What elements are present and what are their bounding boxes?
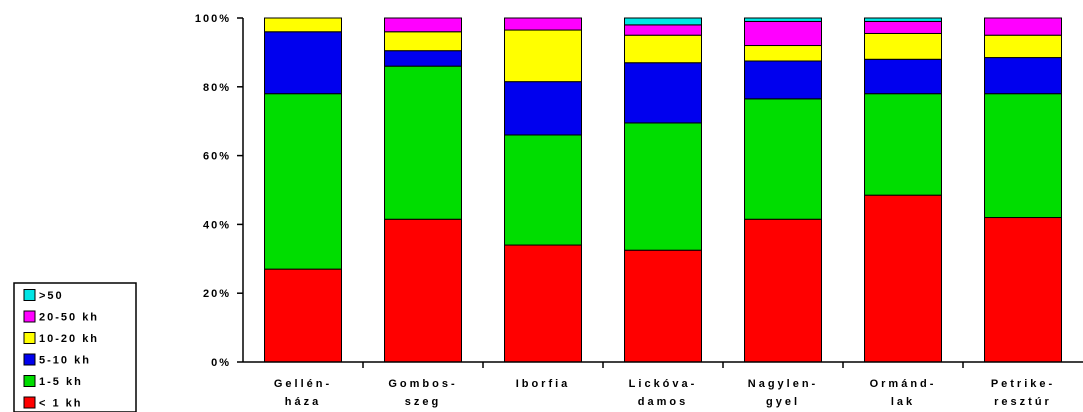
bar-segment (864, 17, 942, 22)
x-tick-label: Gombos- (388, 378, 457, 390)
y-tick-label: 60% (203, 151, 231, 163)
y-tick-label: 80% (203, 82, 231, 94)
x-tick-label: Ormánd- (870, 378, 937, 390)
legend: >50 20-50 kh 10-20 kh 5-10 kh 1-5 kh < 1 kh (13, 282, 137, 412)
bar-segment (264, 31, 342, 95)
bar-stack (384, 17, 462, 363)
bar-segment (744, 60, 822, 100)
bar-segment (864, 93, 942, 196)
bar-segment (264, 268, 342, 363)
legend-swatch (23, 353, 36, 366)
legend-swatch (23, 375, 36, 387)
bar-segment (264, 17, 342, 33)
legend-swatch (23, 396, 36, 409)
bar-segment (384, 31, 462, 52)
legend-swatch (23, 310, 36, 323)
bar-stack (864, 17, 942, 363)
legend-label: >50 (39, 290, 64, 302)
bar-segment (264, 93, 342, 270)
bar-segment (984, 17, 1062, 36)
bar-stack (744, 17, 822, 363)
bar-segment (984, 217, 1062, 363)
x-tick-label: Petrike- (991, 378, 1055, 390)
bar-segment (624, 34, 702, 64)
bar-segment (624, 17, 702, 26)
bar-segment (984, 34, 1062, 59)
bar-segment (864, 194, 942, 363)
bar-segment (384, 50, 462, 67)
bar-segment (864, 32, 942, 60)
bar-segment (624, 62, 702, 124)
x-tick-label: resztúr (994, 396, 1052, 408)
x-tick-label: Lickóva- (629, 378, 698, 390)
bar-segment (624, 249, 702, 363)
bar-segment (864, 20, 942, 34)
bar-segment (624, 24, 702, 36)
y-tick-label: 20% (203, 288, 231, 300)
bar-segment (744, 17, 822, 22)
x-tick-label: lak (891, 396, 915, 408)
legend-label: 1-5 kh (39, 376, 83, 388)
bar-segment (504, 81, 582, 136)
bar-segment (384, 218, 462, 363)
bar-segment (744, 98, 822, 220)
legend-box (13, 282, 137, 412)
bar-stack (624, 17, 702, 363)
bar-segment (744, 218, 822, 363)
x-tick-label: damos (638, 396, 688, 408)
legend-swatch (23, 289, 36, 301)
bar-segment (384, 17, 462, 33)
bar-segment (384, 65, 462, 220)
x-tick-label: háza (285, 396, 321, 408)
x-tick-label: Nagylen- (748, 378, 818, 390)
legend-label: 5-10 kh (39, 355, 91, 367)
y-tick-label: 40% (203, 219, 231, 231)
bar-segment (504, 29, 582, 83)
bar-stack (984, 17, 1062, 363)
bar-segment (984, 57, 1062, 95)
bar-segment (744, 45, 822, 62)
legend-label: 10-20 kh (39, 333, 99, 345)
bar-segment (984, 93, 1062, 219)
axes-layer: 0% 20% 40% 60% 80% 100% Gellén-háza Gombos-szeg… (195, 13, 1083, 408)
bar-segment (744, 20, 822, 47)
bar-stack (504, 17, 582, 363)
bars-layer (264, 17, 1062, 363)
legend-label: 20-50 kh (39, 312, 99, 324)
bar-segment (624, 122, 702, 251)
bar-segment (504, 244, 582, 363)
legend-swatch (23, 332, 36, 344)
bar-stack (264, 17, 342, 363)
y-tick-label: 100% (195, 13, 231, 25)
x-tick-label: Gellén- (274, 378, 332, 390)
bar-segment (864, 58, 942, 95)
y-tick-label: 0% (211, 357, 231, 369)
x-tick-label: Iborfia (516, 378, 571, 390)
x-tick-label: gyel (766, 396, 800, 408)
legend-label: < 1 kh (39, 398, 83, 410)
bar-segment (504, 134, 582, 246)
bar-segment (504, 17, 582, 31)
x-tick-label: szeg (405, 396, 441, 408)
